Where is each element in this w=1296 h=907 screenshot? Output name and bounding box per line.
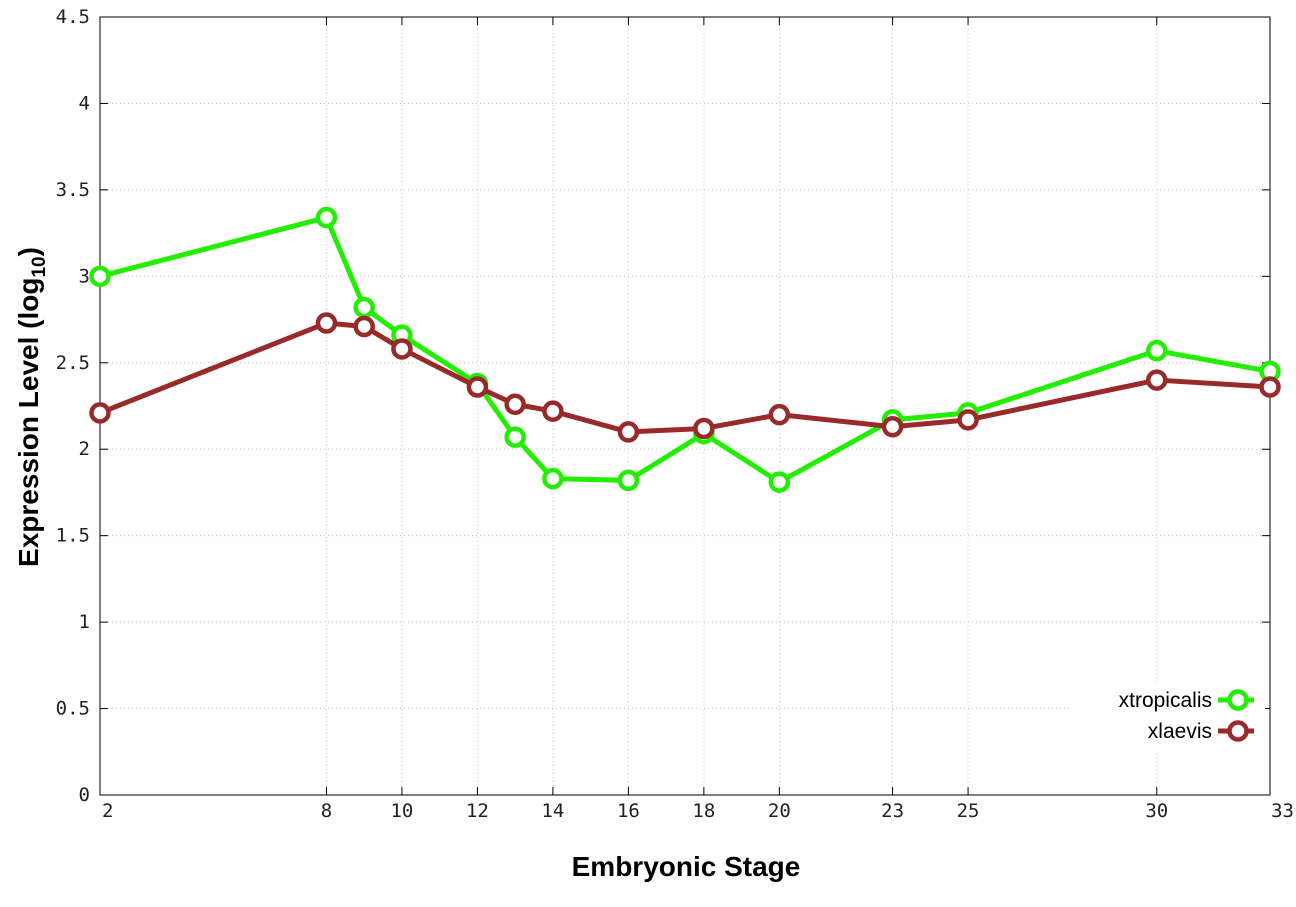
data-point-xtropicalis (353, 296, 375, 319)
data-point-xtropicalis (504, 426, 526, 448)
x-tick-label: 33 (1271, 800, 1294, 822)
y-axis-title-subscript: 10 (29, 256, 50, 277)
series-xtropicalis (89, 206, 1281, 493)
data-point-xtropicalis (315, 206, 338, 229)
y-tick-label: 2 (79, 438, 90, 460)
plot-frame (99, 16, 1271, 796)
data-point-xtropicalis (617, 469, 640, 492)
x-tick-label: 18 (692, 800, 715, 822)
x-tick-label: 20 (768, 800, 791, 822)
grid-lines (100, 17, 1270, 795)
series-xlaevis (89, 312, 1281, 443)
data-point-xlaevis (466, 376, 489, 398)
data-point-xtropicalis (1146, 339, 1168, 362)
x-tick-label: 12 (466, 800, 489, 822)
x-tick-label: 14 (541, 800, 564, 822)
data-point-xtropicalis (89, 265, 111, 288)
y-axis-title-close: ) (13, 247, 44, 256)
y-tick-label: 3 (79, 265, 90, 287)
data-point-xlaevis (881, 415, 904, 438)
data-point-xlaevis (353, 315, 375, 338)
series-line-xlaevis (99, 320, 1271, 435)
data-point-xlaevis (89, 402, 111, 424)
y-tick-label: 1.5 (56, 525, 90, 547)
x-tick-labels: 2 8 10 12 14 16 18 20 23 25 30 33 (102, 800, 1294, 822)
y-tick-label: 2.5 (56, 352, 90, 374)
y-tick-label: 3.5 (56, 179, 90, 201)
x-tick-label: 2 (102, 800, 113, 822)
y-tick-label: 4 (79, 92, 90, 114)
y-axis-title: Expression Level (log10) (13, 247, 50, 567)
data-point-xtropicalis (542, 467, 564, 490)
x-tick-label: 16 (617, 800, 640, 822)
legend-label-xlaevis: xlaevis (1148, 720, 1212, 743)
legend-item-xlaevis: xlaevis (1148, 720, 1254, 743)
legend-swatch-marker (1227, 720, 1249, 742)
data-point-xlaevis (315, 312, 338, 334)
y-tick-labels: 0 0.5 1 1.5 2 2.5 3 3.5 4 4.5 (56, 6, 90, 806)
y-tick-label: 1 (79, 611, 90, 633)
data-point-xlaevis (542, 400, 564, 422)
x-axis-title: Embryonic Stage (572, 851, 801, 882)
data-point-xlaevis (617, 421, 640, 443)
legend-item-xtropicalis: xtropicalis (1119, 689, 1254, 712)
x-tick-label: 8 (321, 800, 332, 822)
y-tick-label: 4.5 (56, 6, 90, 28)
legend-swatch-marker (1227, 689, 1249, 711)
legend-label-xtropicalis: xtropicalis (1119, 689, 1212, 712)
data-point-xlaevis (957, 409, 979, 431)
data-point-xtropicalis (768, 471, 791, 493)
series-lines (89, 206, 1281, 493)
y-axis-title-main: Expression Level (log (13, 278, 44, 567)
data-point-xlaevis (504, 393, 526, 416)
data-point-xlaevis (768, 403, 791, 426)
legend: xtropicalis xlaevis (1070, 683, 1265, 753)
x-tick-label: 30 (1145, 800, 1168, 822)
data-point-xlaevis (693, 417, 715, 440)
x-tick-label: 23 (881, 800, 904, 822)
data-point-xlaevis (1259, 376, 1281, 398)
data-point-xlaevis (391, 338, 413, 360)
data-point-xlaevis (1146, 369, 1168, 391)
y-tick-label: 0.5 (56, 698, 90, 720)
x-tick-label: 25 (957, 800, 980, 822)
x-tick-label: 10 (390, 800, 413, 822)
axes (99, 16, 1271, 796)
y-tick-label: 0 (79, 784, 90, 806)
series-line-xtropicalis (99, 215, 1271, 485)
